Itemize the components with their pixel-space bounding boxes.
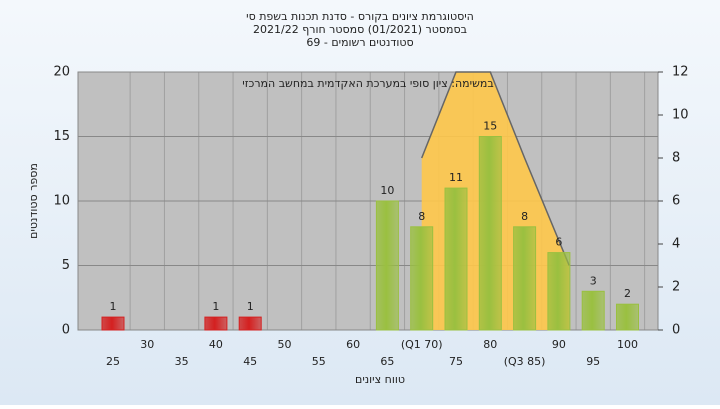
y2-tick-label: 8 — [672, 151, 680, 166]
y-tick-label: 5 — [62, 258, 70, 273]
y-tick-label: 0 — [62, 323, 70, 338]
data-label: 1 — [110, 300, 117, 313]
y2-tick-label: 6 — [672, 194, 680, 209]
data-label: 15 — [483, 120, 497, 133]
x-tick-label: 95 — [586, 355, 600, 368]
y-tick-label: 15 — [53, 129, 70, 144]
bar — [410, 226, 434, 331]
data-label: 8 — [418, 210, 425, 223]
bar — [478, 136, 502, 331]
x-tick-label: 25 — [106, 355, 120, 368]
bar — [513, 226, 537, 331]
x-tick-label: (Q3 85) — [504, 355, 546, 368]
bar — [204, 316, 228, 331]
y-tick-label: 20 — [53, 65, 70, 80]
x-tick-label: 35 — [175, 355, 189, 368]
data-label: 10 — [380, 184, 394, 197]
bar — [616, 303, 639, 331]
x-tick-label: 75 — [449, 355, 463, 368]
y2-tick-label: 0 — [672, 323, 680, 338]
y2-tick-label: 10 — [672, 108, 689, 123]
x-tick-label: 50 — [278, 338, 292, 351]
bar — [547, 252, 571, 331]
x-tick-label: 45 — [243, 355, 257, 368]
chart-subtitle: בסמסטר (01/2021) סמסטר חורף 2021/22 — [253, 23, 467, 36]
bar — [375, 200, 399, 331]
x-tick-label: 80 — [483, 338, 497, 351]
bar — [238, 316, 262, 331]
data-label: 3 — [590, 274, 597, 287]
data-label: 8 — [521, 210, 528, 223]
x-tick-label: 90 — [552, 338, 566, 351]
x-tick-label: 30 — [140, 338, 154, 351]
chart-title: היסטוגרמת ציונים בקורס - סדנת תכנות בשפת… — [246, 10, 474, 23]
data-label: 11 — [449, 171, 463, 184]
x-tick-label: 40 — [209, 338, 223, 351]
bar — [444, 187, 468, 331]
x-tick-label: 55 — [312, 355, 326, 368]
y2-tick-label: 2 — [672, 280, 680, 295]
y-tick-label: 10 — [53, 194, 70, 209]
curve-line — [421, 71, 570, 266]
data-label: 6 — [555, 236, 562, 249]
data-label: 1 — [247, 300, 254, 313]
y-axis-label: מספר סטודנטים — [27, 163, 40, 239]
x-axis-label: טווח ציונים — [355, 373, 405, 386]
bar — [101, 316, 125, 331]
y2-tick-label: 12 — [672, 65, 689, 80]
data-label: 2 — [624, 287, 631, 300]
x-tick-label: (Q1 70) — [401, 338, 443, 351]
x-tick-label: 100 — [617, 338, 638, 351]
x-tick-label: 65 — [380, 355, 394, 368]
annotation: במשימה: ציון סופי במערכת האקדמית במחשב ה… — [242, 77, 493, 90]
x-tick-label: 60 — [346, 338, 360, 351]
bar — [581, 290, 605, 331]
data-label: 1 — [212, 300, 219, 313]
chart-subtitle: סטודנטים רשומים - 69 — [306, 36, 413, 49]
y2-tick-label: 4 — [672, 237, 680, 252]
